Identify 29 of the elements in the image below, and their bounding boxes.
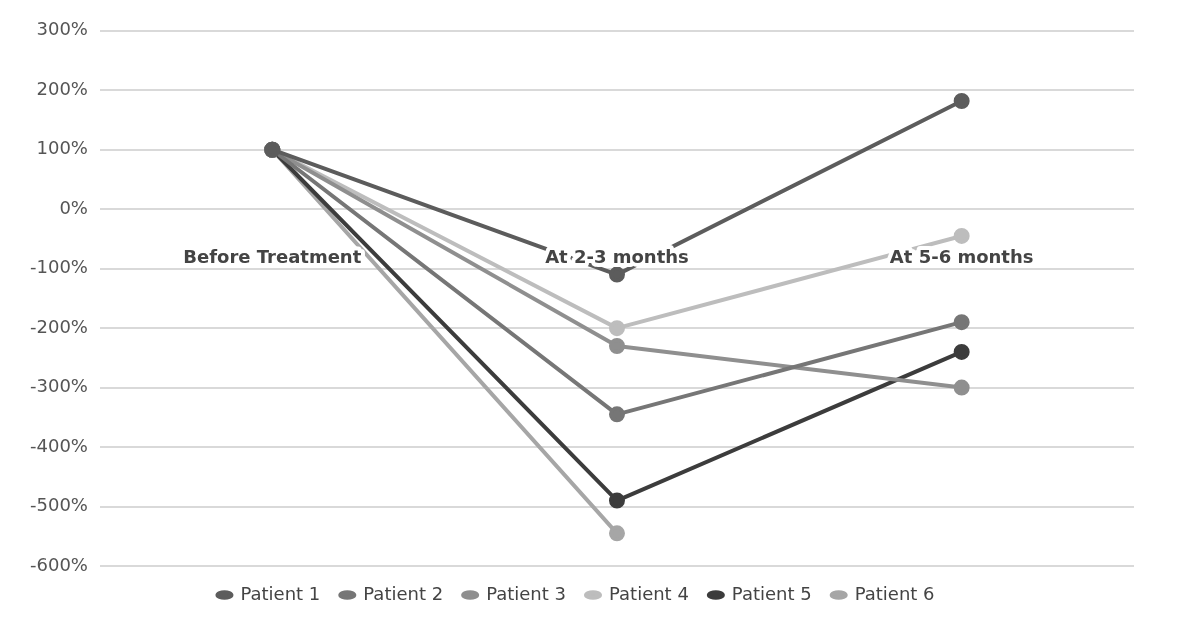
point [608, 320, 625, 337]
point [608, 266, 625, 283]
y-tick-label: 100% [36, 137, 88, 159]
x-tick-label: At 5-6 months [889, 245, 1034, 267]
point [953, 314, 970, 331]
y-tick-label: 200% [36, 77, 88, 99]
y-tick-label: -200% [29, 315, 88, 337]
legend-label: Patient 4 [609, 582, 689, 604]
point [953, 92, 970, 109]
x-tick-label: Before Treatment [183, 245, 362, 267]
legend-label: Patient 6 [854, 582, 935, 604]
y-tick-label: -500% [29, 494, 88, 516]
y-tick-label: -100% [29, 256, 88, 278]
point [608, 492, 625, 509]
point [953, 379, 970, 396]
point [608, 406, 625, 423]
y-tick-label: 0% [59, 196, 88, 218]
y-tick-label: -300% [29, 375, 88, 397]
y-tick-label: 300% [36, 18, 88, 40]
legend-label: Patient 5 [731, 582, 812, 604]
point [953, 343, 970, 360]
legend-label: Patient 2 [363, 582, 444, 604]
point [608, 337, 625, 354]
point [608, 525, 625, 542]
y-tick-label: -400% [29, 434, 88, 456]
legend-label: Patient 1 [240, 582, 321, 604]
point [953, 227, 970, 244]
y-tick-label: -600% [29, 553, 88, 575]
legend-label: Patient 3 [486, 582, 567, 604]
